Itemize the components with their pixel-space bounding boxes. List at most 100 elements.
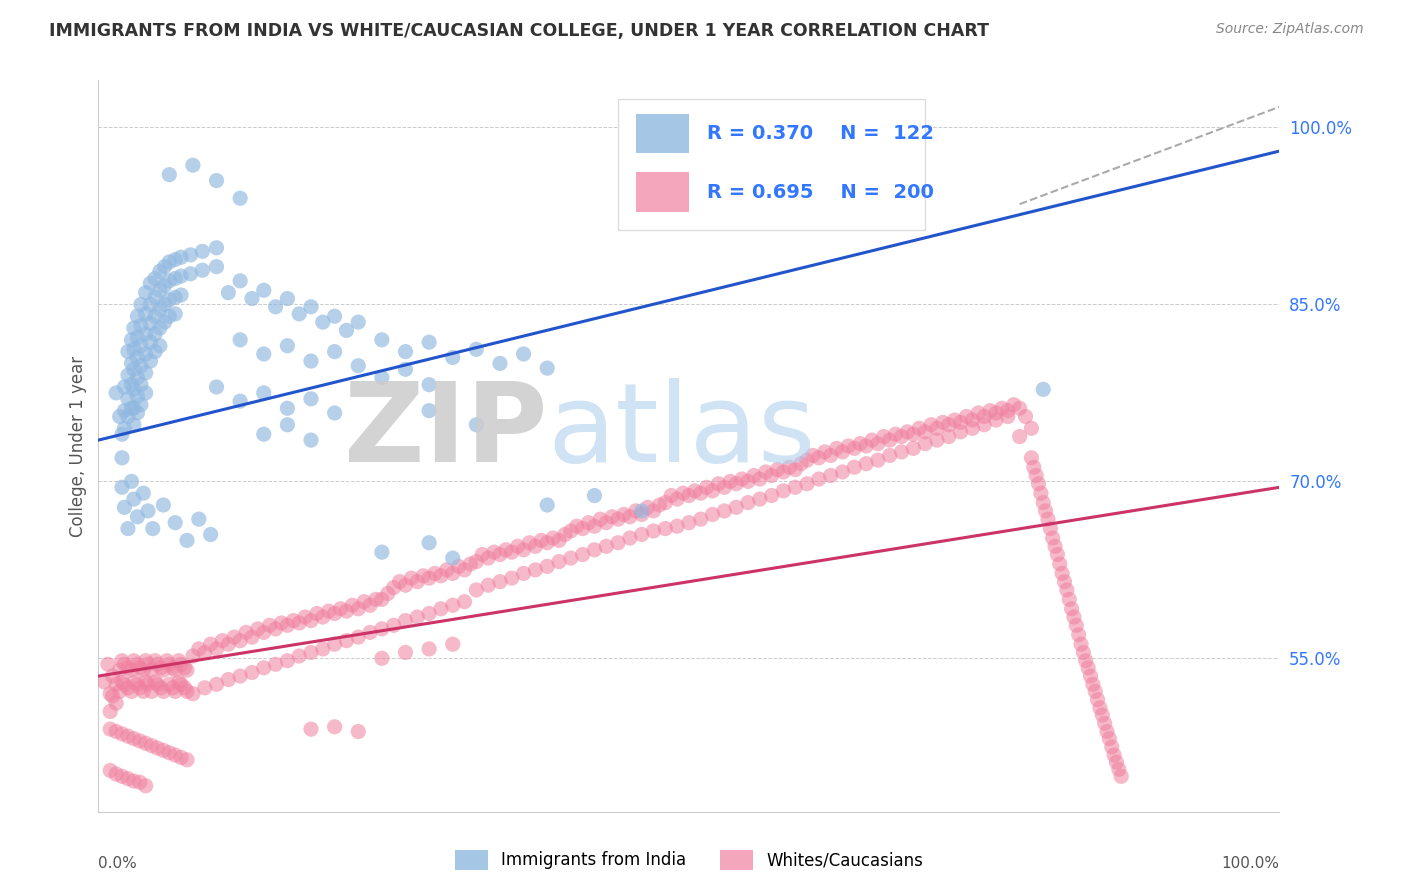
Point (170, 250, 193, 264)
Point (519, 535, 541, 549)
Point (1101, 739, 1123, 754)
Point (583, 489, 606, 503)
Point (1002, 398, 1025, 412)
Point (157, 677, 180, 691)
Point (229, 191, 252, 205)
Point (412, 568, 434, 582)
Point (264, 657, 287, 672)
Point (1098, 731, 1121, 746)
Point (143, 326, 166, 341)
Point (1035, 504, 1057, 518)
Point (127, 509, 149, 524)
Point (1063, 610, 1085, 624)
Point (165, 271, 187, 285)
Point (896, 425, 918, 439)
Point (949, 416, 972, 430)
Point (512, 542, 534, 557)
Point (128, 775, 150, 789)
FancyBboxPatch shape (636, 114, 689, 153)
Point (401, 571, 423, 585)
Point (117, 729, 139, 743)
Point (112, 677, 135, 691)
Point (127, 351, 149, 365)
Point (1088, 701, 1111, 715)
Point (737, 475, 759, 489)
Point (1057, 592, 1080, 607)
Point (323, 607, 346, 621)
Point (1039, 522, 1062, 536)
Point (607, 512, 630, 526)
Point (276, 618, 298, 632)
Point (170, 750, 193, 764)
Point (162, 661, 184, 675)
Point (785, 480, 807, 494)
Point (465, 555, 488, 569)
Point (1070, 637, 1092, 651)
Point (283, 614, 305, 628)
Legend: Immigrants from India, Whites/Caucasians: Immigrants from India, Whites/Caucasians (449, 843, 929, 877)
Point (725, 500, 748, 515)
Point (139, 335, 162, 350)
Point (1029, 486, 1052, 500)
Point (600, 509, 623, 524)
Point (702, 508, 724, 522)
Point (890, 429, 912, 443)
Point (1043, 539, 1066, 553)
Point (489, 548, 512, 562)
Point (253, 347, 276, 361)
Point (825, 442, 848, 456)
Point (347, 359, 370, 373)
Point (1028, 476, 1050, 491)
Point (299, 645, 322, 659)
Point (560, 551, 582, 566)
Point (149, 302, 172, 317)
Point (583, 519, 606, 533)
Point (471, 548, 494, 562)
Point (908, 421, 931, 435)
Point (624, 504, 647, 518)
Point (578, 516, 600, 530)
Point (152, 684, 174, 698)
Point (153, 260, 176, 274)
Point (224, 630, 246, 644)
Point (748, 492, 770, 507)
Point (229, 333, 252, 347)
Point (176, 533, 198, 548)
Point (122, 731, 145, 746)
Point (139, 297, 162, 311)
Point (276, 654, 298, 668)
Point (98, 722, 121, 736)
Point (554, 527, 576, 541)
Point (997, 409, 1019, 424)
Point (122, 343, 145, 357)
Point (157, 746, 180, 760)
Point (524, 563, 547, 577)
Point (162, 681, 184, 695)
Point (180, 267, 202, 281)
Point (1077, 661, 1099, 675)
Point (997, 403, 1019, 417)
Point (129, 297, 152, 311)
Point (294, 610, 316, 624)
Point (394, 578, 416, 592)
Point (371, 622, 394, 636)
Point (984, 413, 1007, 427)
Point (1053, 574, 1076, 589)
Point (1087, 692, 1109, 706)
Point (418, 335, 440, 350)
Text: Source: ZipAtlas.com: Source: ZipAtlas.com (1216, 22, 1364, 37)
Point (270, 615, 292, 630)
Point (718, 475, 741, 489)
Point (453, 595, 475, 609)
Point (583, 542, 606, 557)
Point (465, 343, 488, 357)
Point (117, 772, 139, 786)
Point (855, 457, 877, 471)
Point (495, 542, 517, 557)
Point (943, 413, 966, 427)
Point (766, 462, 789, 476)
Point (991, 401, 1014, 416)
Point (146, 657, 169, 672)
Point (191, 263, 214, 277)
Point (152, 498, 174, 512)
